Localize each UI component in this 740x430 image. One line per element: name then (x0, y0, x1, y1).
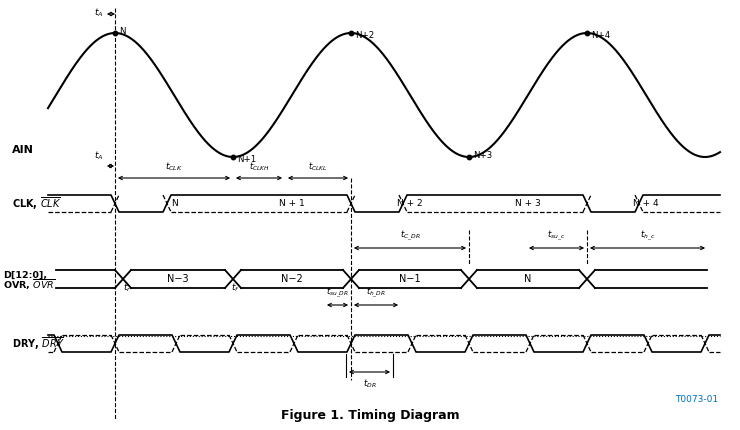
Text: N: N (525, 274, 531, 284)
Text: $t_f$: $t_f$ (231, 282, 239, 295)
Text: N−1: N−1 (399, 274, 421, 284)
Text: $t_{su\_DR}$: $t_{su\_DR}$ (326, 286, 349, 300)
Text: N+2: N+2 (355, 31, 374, 40)
Text: N + 1: N + 1 (279, 199, 305, 208)
Text: $t_{C\_DR}$: $t_{C\_DR}$ (400, 228, 420, 243)
Text: OVR, $\overline{OVR}$: OVR, $\overline{OVR}$ (3, 278, 55, 292)
Text: $t_A$: $t_A$ (93, 150, 103, 162)
Text: $t_{CLKH}$: $t_{CLKH}$ (249, 160, 269, 173)
Text: N + 2: N + 2 (397, 199, 423, 208)
Text: N+3: N+3 (473, 150, 492, 160)
Text: $t_{h\_DR}$: $t_{h\_DR}$ (366, 286, 386, 300)
Text: $t_{DR}$: $t_{DR}$ (363, 377, 377, 390)
Text: N−3: N−3 (167, 274, 189, 284)
Text: $t_{CLKL}$: $t_{CLKL}$ (309, 160, 328, 173)
Text: N−2: N−2 (281, 274, 303, 284)
Text: N: N (119, 28, 126, 37)
Text: $t_{CLK}$: $t_{CLK}$ (165, 160, 183, 173)
Text: N + 4: N + 4 (633, 199, 659, 208)
Text: $t_A$: $t_A$ (93, 7, 103, 19)
Text: N: N (171, 199, 178, 208)
Text: $t_r$: $t_r$ (123, 282, 131, 295)
Text: AIN: AIN (12, 145, 34, 155)
Text: N + 3: N + 3 (515, 199, 541, 208)
Text: DRY, $\overline{DRY}$: DRY, $\overline{DRY}$ (12, 335, 64, 352)
Text: T0073-01: T0073-01 (675, 395, 718, 404)
Text: N+1: N+1 (237, 154, 256, 163)
Text: $t_{h\_c}$: $t_{h\_c}$ (640, 228, 655, 243)
Text: Figure 1. Timing Diagram: Figure 1. Timing Diagram (280, 409, 460, 422)
Text: D[12:0],: D[12:0], (3, 270, 47, 280)
Text: CLK, $\overline{CLK}$: CLK, $\overline{CLK}$ (12, 195, 61, 212)
Text: $t_{su\_c}$: $t_{su\_c}$ (547, 228, 566, 243)
Text: N+4: N+4 (591, 31, 610, 40)
